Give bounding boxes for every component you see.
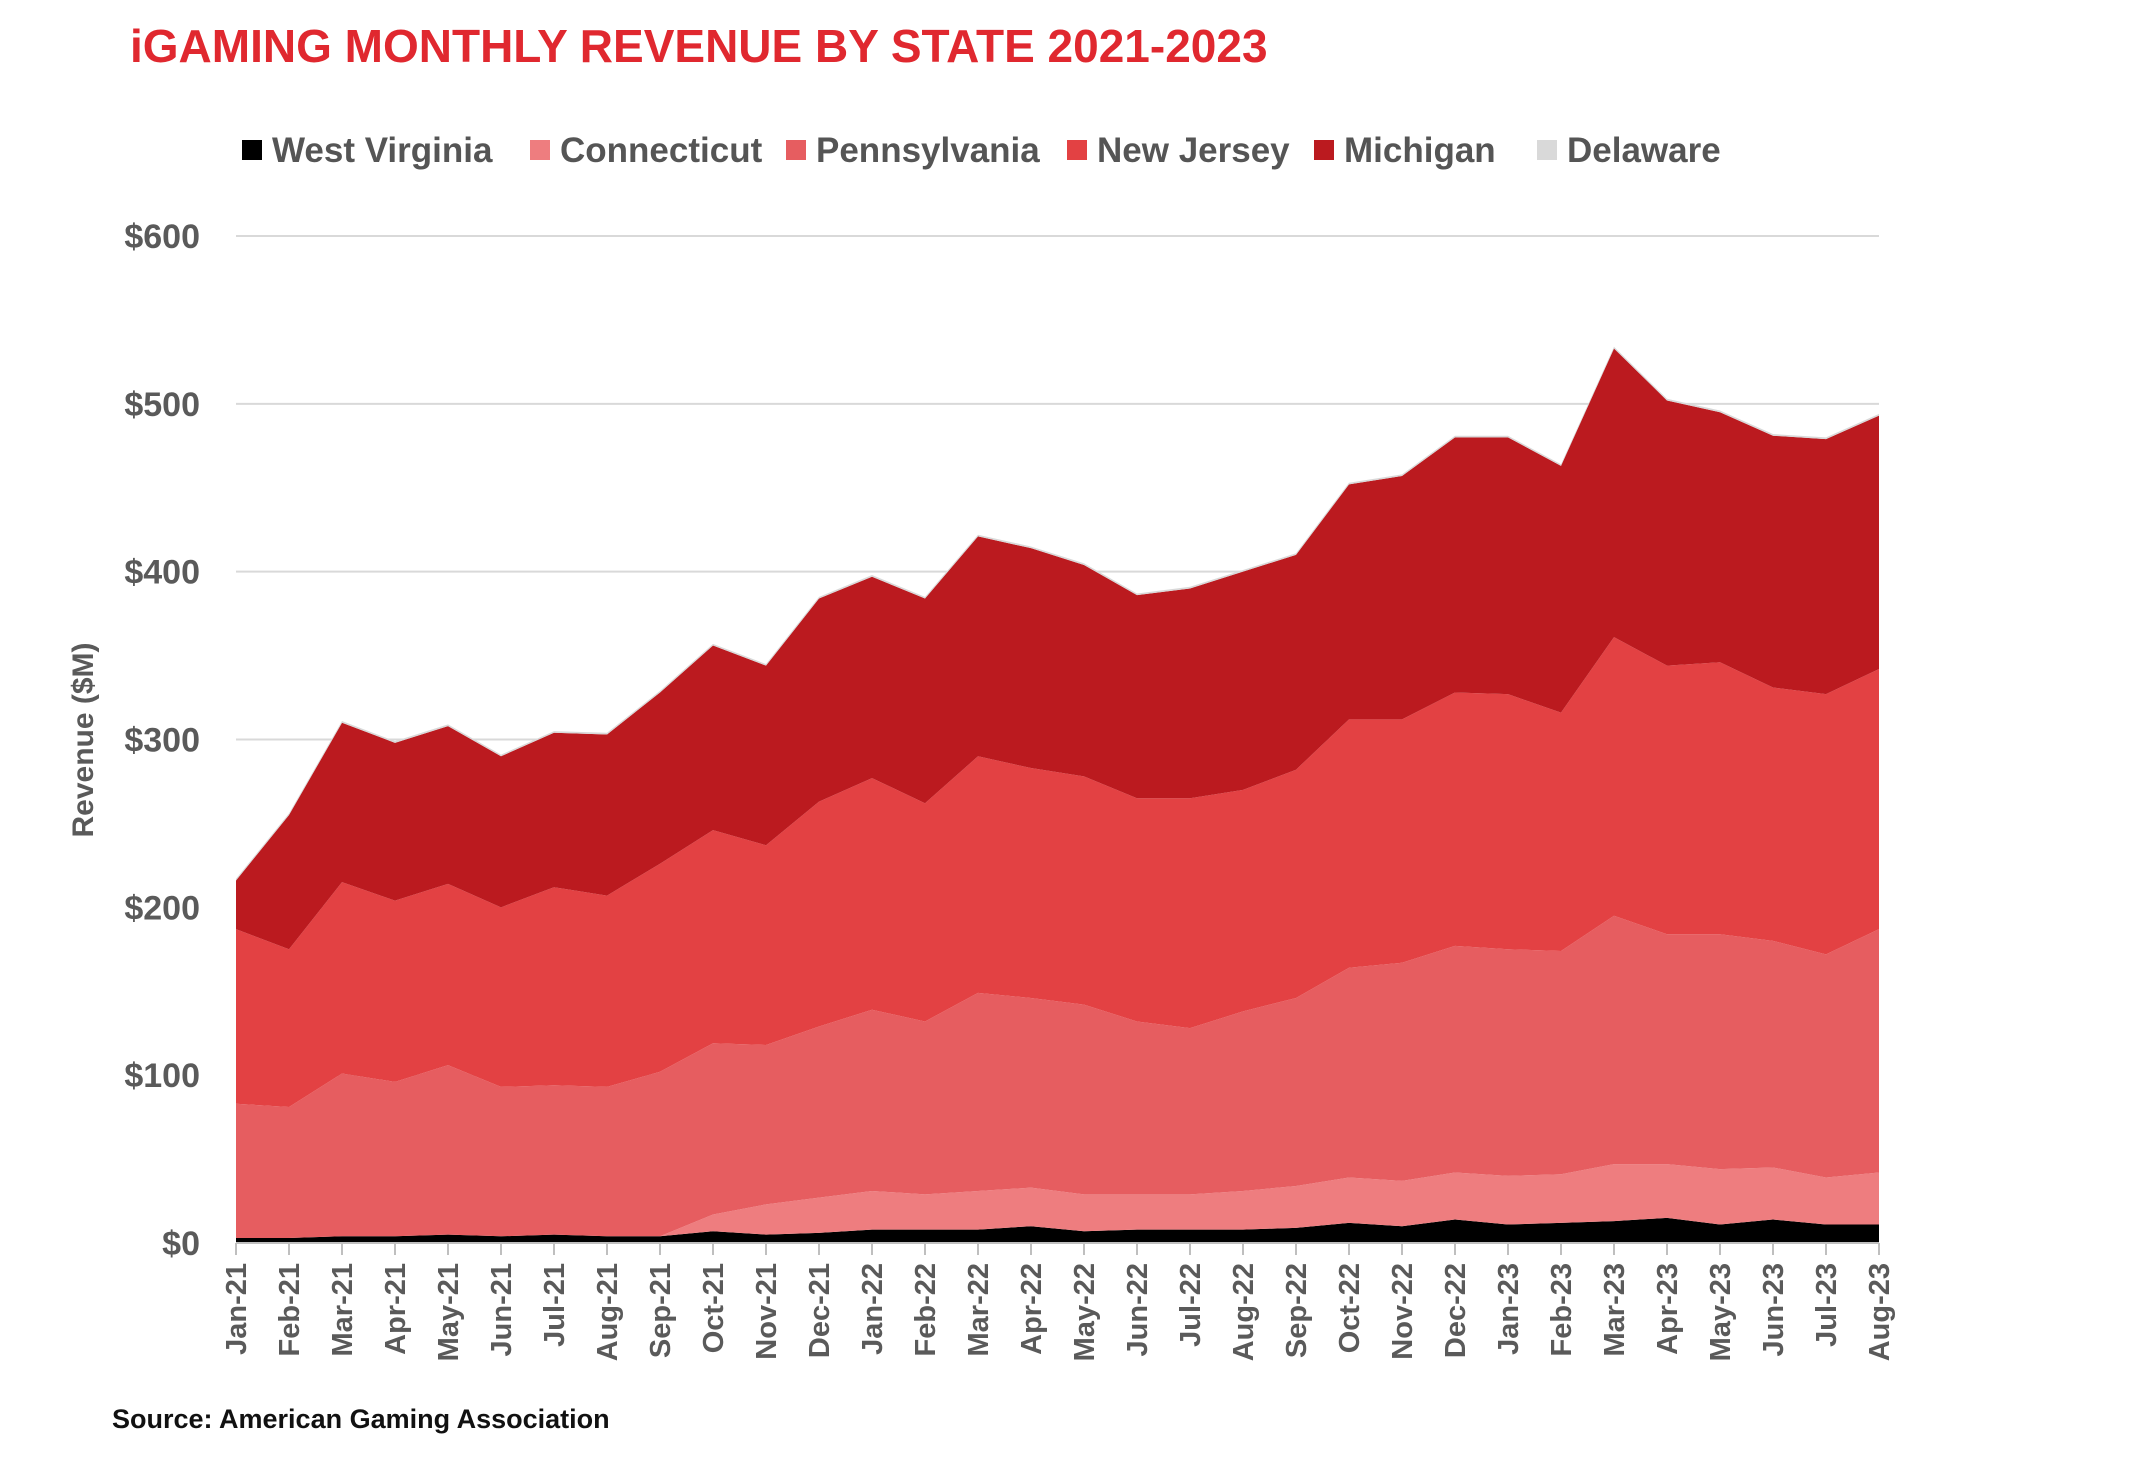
x-tick-label: Aug-21 — [592, 1263, 624, 1361]
x-tick-label: Aug-23 — [1864, 1263, 1896, 1361]
y-tick-label: $0 — [162, 1225, 200, 1263]
legend-label: New Jersey — [1097, 131, 1290, 170]
x-tick-label: May-23 — [1705, 1263, 1737, 1361]
x-tick-label: Jun-23 — [1758, 1263, 1790, 1356]
y-tick-label: $400 — [124, 554, 200, 592]
y-tick-label: $500 — [124, 386, 200, 424]
y-tick-label: $200 — [124, 889, 200, 927]
legend-label: Connecticut — [560, 131, 763, 170]
x-tick-label: May-22 — [1069, 1263, 1101, 1361]
y-axis-label: Revenue ($M) — [67, 642, 100, 837]
x-tick-label: Nov-21 — [751, 1263, 783, 1360]
x-tick-label: May-21 — [433, 1263, 465, 1361]
x-tick-label: Sep-22 — [1281, 1263, 1313, 1358]
x-tick-label: Jun-22 — [1122, 1263, 1154, 1356]
x-tick-label: Feb-23 — [1546, 1263, 1578, 1356]
x-tick-label: Jan-21 — [221, 1263, 253, 1355]
y-tick-label: $100 — [124, 1057, 200, 1095]
area-series-new-jersey — [236, 637, 1879, 1108]
legend-label: Michigan — [1344, 131, 1496, 170]
legend: West Virginia Connecticut Pennsylvania New … — [242, 131, 1721, 170]
legend-swatch — [530, 140, 550, 160]
x-tick-label: Sep-21 — [645, 1263, 677, 1358]
legend-swatch — [1067, 140, 1087, 160]
area-series-michigan — [236, 348, 1879, 950]
legend-item-connecticut: Connecticut — [530, 131, 763, 170]
source-note: Source: American Gaming Association — [112, 1404, 610, 1434]
x-tick-label: Aug-22 — [1228, 1263, 1260, 1361]
x-tick-label: Jan-23 — [1493, 1263, 1525, 1355]
x-tick-label: Jul-22 — [1175, 1263, 1207, 1347]
legend-item-delaware: Delaware — [1537, 131, 1721, 170]
x-axis-ticks: Jan-21 Feb-21 Mar-21 Apr-21 May-21 Jun-21 Jul-… — [221, 1243, 1896, 1361]
legend-label: Pennsylvania — [816, 131, 1040, 170]
x-tick-label: Feb-22 — [910, 1263, 942, 1356]
x-tick-label: Jul-21 — [539, 1263, 571, 1347]
legend-label: West Virginia — [272, 131, 493, 170]
y-tick-label: $300 — [124, 722, 200, 760]
x-tick-label: Mar-22 — [963, 1263, 995, 1357]
legend-swatch — [1314, 140, 1334, 160]
legend-label: Delaware — [1567, 131, 1721, 170]
x-tick-label: Mar-23 — [1599, 1263, 1631, 1357]
x-tick-label: Oct-22 — [1334, 1263, 1366, 1353]
legend-item-west-virginia: West Virginia — [242, 131, 493, 170]
x-tick-label: Jun-21 — [486, 1263, 518, 1356]
x-tick-label: Apr-21 — [380, 1263, 412, 1355]
x-tick-label: Mar-21 — [327, 1263, 359, 1357]
legend-swatch — [1537, 140, 1557, 160]
area-series-west-virginia — [236, 1217, 1879, 1243]
stacked-areas — [236, 346, 1879, 1243]
x-tick-label: Jul-23 — [1811, 1263, 1843, 1347]
x-tick-label: Feb-21 — [274, 1263, 306, 1356]
x-tick-label: Nov-22 — [1387, 1263, 1419, 1360]
legend-swatch — [242, 140, 262, 160]
chart-title: iGAMING MONTHLY REVENUE BY STATE 2021-20… — [130, 20, 1268, 72]
x-tick-label: Dec-21 — [804, 1263, 836, 1358]
legend-swatch — [786, 140, 806, 160]
x-tick-label: Dec-22 — [1440, 1263, 1472, 1358]
area-series-pennsylvania — [236, 915, 1879, 1238]
x-tick-label: Apr-23 — [1652, 1263, 1684, 1355]
legend-item-new-jersey: New Jersey — [1067, 131, 1290, 170]
legend-item-pennsylvania: Pennsylvania — [786, 131, 1040, 170]
x-tick-label: Apr-22 — [1016, 1263, 1048, 1355]
x-tick-label: Jan-22 — [857, 1263, 889, 1355]
legend-item-michigan: Michigan — [1314, 131, 1496, 170]
y-axis-ticks: $0 $100 $200 $300 $400 $500 $600 — [124, 218, 200, 1263]
x-tick-label: Oct-21 — [698, 1263, 730, 1353]
y-tick-label: $600 — [124, 218, 200, 256]
area-series-connecticut — [236, 1164, 1879, 1238]
